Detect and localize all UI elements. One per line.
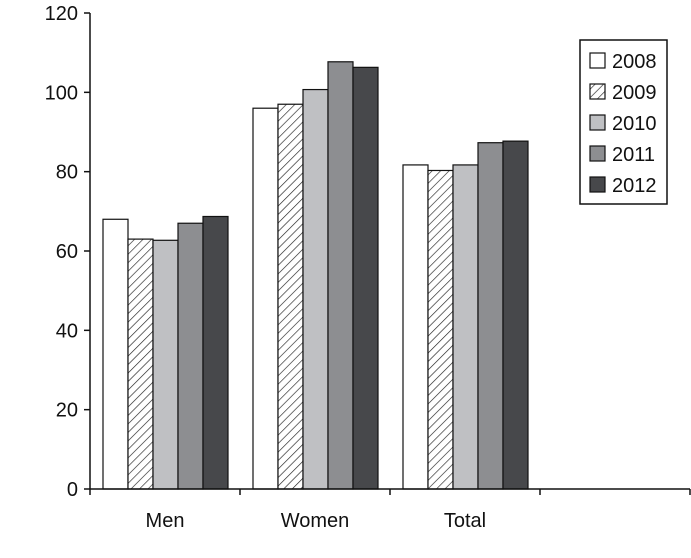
bar-men-2009 bbox=[127, 238, 154, 490]
x-category-label: Women bbox=[281, 510, 350, 532]
y-tick-label: 80 bbox=[56, 162, 78, 184]
legend-label-2011: 2011 bbox=[612, 144, 655, 166]
legend-label-2012: 2012 bbox=[612, 175, 657, 197]
legend-swatch-2009 bbox=[589, 83, 606, 100]
bar-total-2010 bbox=[452, 164, 479, 490]
legend-swatch-2011 bbox=[589, 145, 606, 162]
bar-total-2009 bbox=[427, 169, 454, 490]
y-tick-label: 120 bbox=[45, 3, 78, 25]
y-tick-label: 60 bbox=[56, 241, 78, 263]
legend-label-2009: 2009 bbox=[612, 82, 657, 104]
y-tick-label: 40 bbox=[56, 320, 78, 342]
legend-swatch-2010 bbox=[589, 114, 606, 131]
legend-swatch-2012 bbox=[589, 176, 606, 193]
legend-swatch-2008 bbox=[589, 52, 606, 69]
bar-total-2011 bbox=[477, 142, 504, 490]
bar-total-2008 bbox=[402, 164, 429, 490]
bar-men-2010 bbox=[152, 239, 179, 490]
bar-men-2011 bbox=[177, 222, 204, 490]
legend-label-2008: 2008 bbox=[612, 51, 657, 73]
axes-group: 0 20 40 60 80 100 120 Men Women Total bbox=[45, 3, 691, 532]
bar-women-2012 bbox=[352, 66, 379, 490]
bar-women-2010 bbox=[302, 88, 329, 490]
bar-men-2012 bbox=[202, 215, 229, 490]
bar-women-2011 bbox=[327, 61, 354, 490]
x-category-label: Men bbox=[146, 510, 185, 532]
bar-women-2009 bbox=[277, 103, 304, 490]
bar-total-2012 bbox=[502, 140, 529, 490]
bars-group bbox=[102, 61, 529, 490]
legend: 2008 2009 2010 2011 2012 bbox=[579, 39, 668, 205]
bar-men-2008 bbox=[102, 218, 129, 490]
x-category-label: Total bbox=[444, 510, 486, 532]
legend-label-2010: 2010 bbox=[612, 113, 657, 135]
bar-women-2008 bbox=[252, 107, 279, 490]
y-tick-label: 20 bbox=[56, 400, 78, 422]
y-tick-label: 100 bbox=[45, 82, 78, 104]
y-tick-label: 0 bbox=[67, 479, 78, 501]
